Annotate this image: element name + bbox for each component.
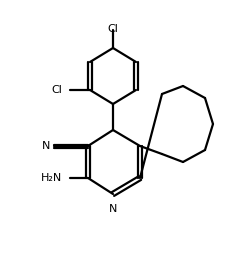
Text: N: N: [109, 204, 117, 214]
Text: H₂N: H₂N: [41, 173, 62, 183]
Text: Cl: Cl: [51, 85, 62, 95]
Text: N: N: [42, 141, 50, 151]
Text: Cl: Cl: [108, 24, 119, 34]
